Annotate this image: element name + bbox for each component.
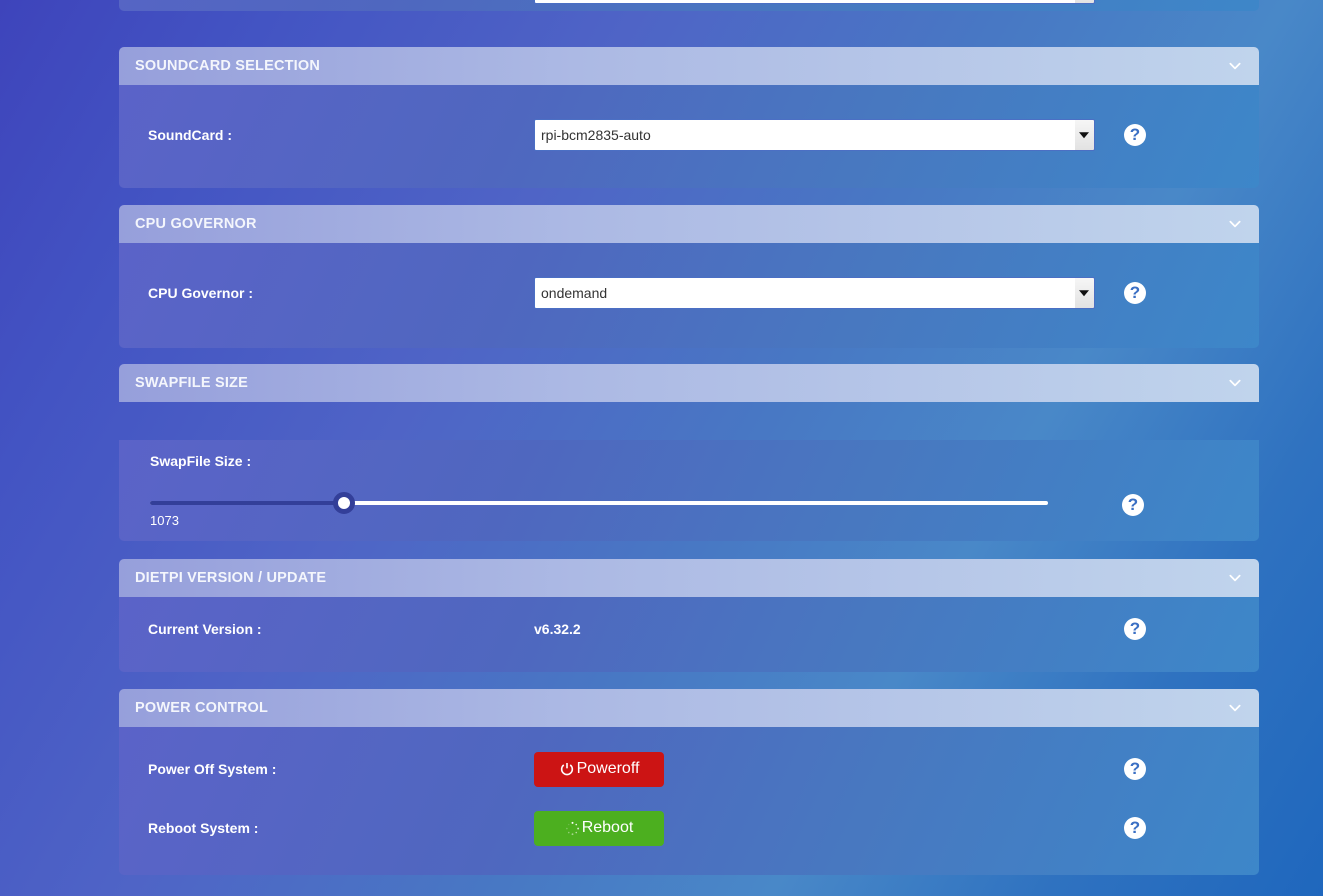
svg-text:?: ? [1130, 125, 1140, 144]
svg-text:?: ? [1130, 759, 1140, 778]
svg-text:?: ? [1130, 818, 1140, 837]
svg-text:?: ? [1130, 619, 1140, 638]
svg-text:?: ? [1128, 495, 1138, 514]
svg-text:?: ? [1130, 283, 1140, 302]
